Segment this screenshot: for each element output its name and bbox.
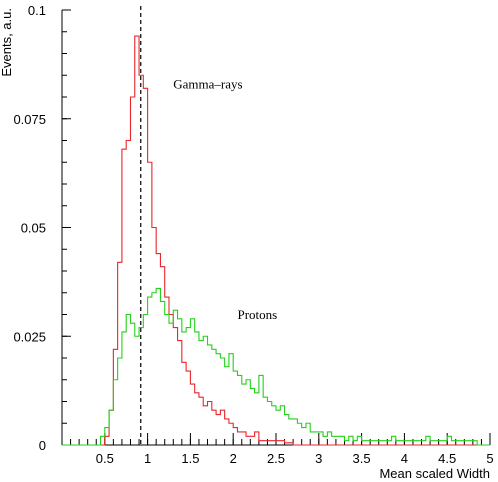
y-tick-label: 0 — [39, 438, 46, 453]
annotation-protons: Protons — [237, 307, 277, 322]
y-tick-label: 0.1 — [28, 3, 46, 18]
series-layer — [62, 35, 490, 446]
x-tick-label: 3 — [315, 451, 322, 466]
x-tick-label: 4 — [401, 451, 408, 466]
series-protons-histogram — [62, 287, 490, 446]
x-tick-label: 2 — [230, 451, 237, 466]
y-axis-ticks: 0 0.025 0.05 0.075 0.1 — [13, 3, 71, 453]
y-axis-title: Events, a.u. — [0, 8, 14, 77]
x-tick-label: 4.5 — [438, 451, 456, 466]
y-tick-label: 0.05 — [21, 221, 46, 236]
x-tick-label: 5 — [486, 451, 493, 466]
x-tick-label: 3.5 — [353, 451, 371, 466]
y-tick-label: 0.075 — [13, 112, 46, 127]
x-tick-label: 0.5 — [96, 451, 114, 466]
x-axis-title: Mean scaled Width — [379, 466, 490, 481]
plot-frame — [61, 10, 490, 446]
x-tick-label: 1 — [144, 451, 151, 466]
x-tick-label: 2.5 — [267, 451, 285, 466]
y-tick-label: 0.025 — [13, 329, 46, 344]
x-tick-label: 1.5 — [181, 451, 199, 466]
x-axis-ticks: 0.5 1 1.5 2 2.5 3 3.5 4 4.5 5 — [61, 433, 494, 466]
annotation-gamma-rays: Gamma–rays — [173, 76, 242, 91]
series-gamma-rays-histogram — [62, 35, 490, 446]
